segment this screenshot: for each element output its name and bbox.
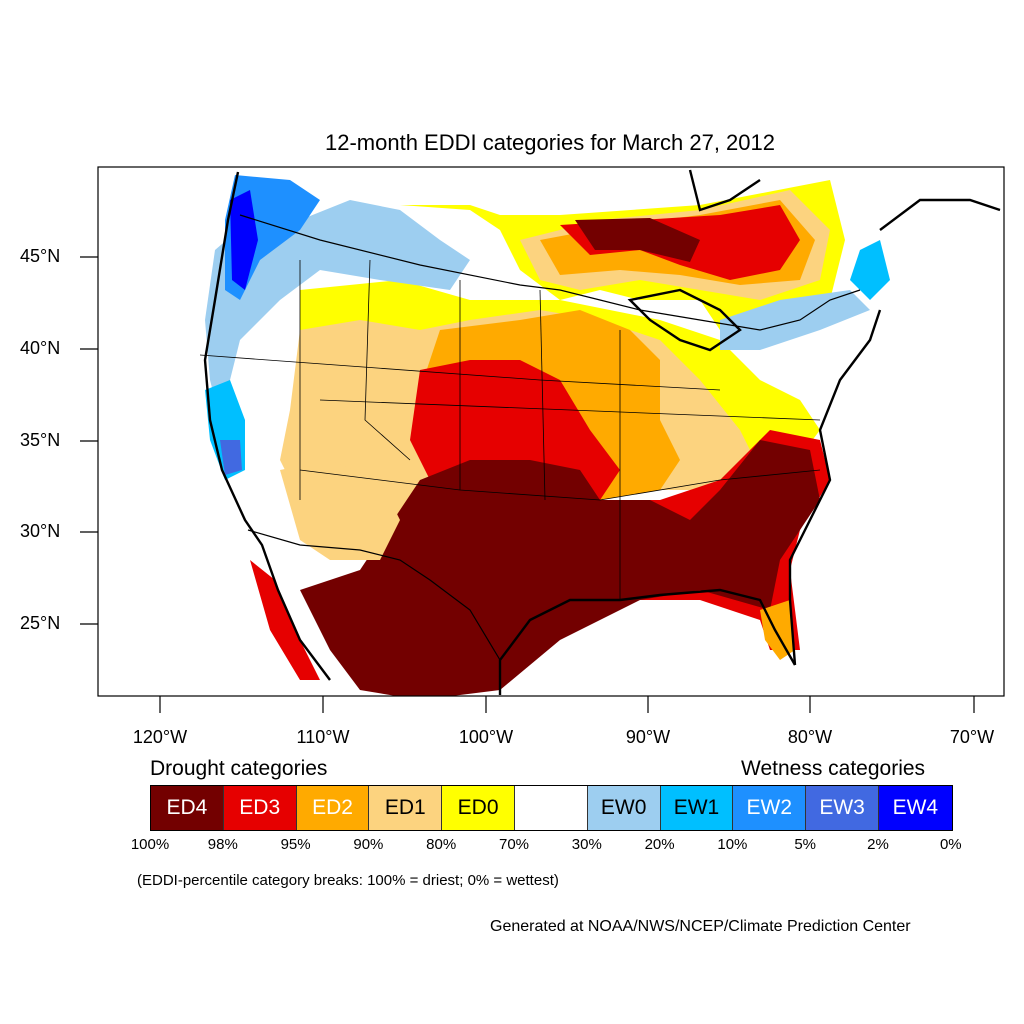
lat-label-30: 30°N xyxy=(20,521,61,541)
state-line-2 xyxy=(364,259,411,461)
percent-break-label: 98% xyxy=(207,836,238,853)
eddi-map xyxy=(80,166,1005,713)
legend-box-ed3: ED3 xyxy=(223,786,297,830)
legend-box-ed2: ED2 xyxy=(296,786,370,830)
legend-box-ed1: ED1 xyxy=(369,786,443,830)
legend-box-normal xyxy=(514,786,588,830)
region-ed1-southwest xyxy=(280,460,400,560)
mexico-border xyxy=(247,529,501,661)
percent-break-label: 80% xyxy=(426,836,457,853)
lon-label-120: 120°W xyxy=(132,727,188,747)
percent-break-label: 100% xyxy=(130,836,170,853)
legend-box-ew3: EW3 xyxy=(806,786,879,830)
region-ew4-coast xyxy=(230,190,258,290)
lat-label-25: 25°N xyxy=(20,613,61,633)
lon-label-110: 110°W xyxy=(296,727,350,747)
legend-box-ed4: ED4 xyxy=(151,786,224,830)
west-coast xyxy=(203,171,331,681)
credit-line: Generated at NOAA/NWS/NCEP/Climate Predi… xyxy=(490,918,911,935)
lat-label-35: 35°N xyxy=(20,430,61,450)
hudson-coast xyxy=(688,169,761,212)
great-lakes xyxy=(627,288,742,352)
region-ed4-south xyxy=(300,440,820,696)
category-legend: ED4 ED3 ED2 ED1 ED0 EW0 EW1 EW2 EW3 EW4 xyxy=(150,785,953,831)
legend-box-ew4: EW4 xyxy=(878,786,952,830)
region-ew0-northwest xyxy=(205,200,470,420)
state-line-4 xyxy=(539,289,546,501)
lon-label-70: 70°W xyxy=(949,727,995,747)
legend-box-ew2: EW2 xyxy=(733,786,807,830)
maritime-coast xyxy=(879,198,1001,231)
percent-break-label: 10% xyxy=(717,836,748,853)
region-ed3-baja xyxy=(250,560,320,680)
percent-break-label: 90% xyxy=(353,836,384,853)
map-frame xyxy=(97,166,1005,697)
legend-box-ew0: EW0 xyxy=(587,786,661,830)
region-ed4-north xyxy=(575,218,700,262)
wetness-heading: Wetness categories xyxy=(741,757,926,780)
state-line-8 xyxy=(319,399,821,421)
legend-box-ew1: EW1 xyxy=(660,786,734,830)
percent-break-label: 0% xyxy=(939,836,962,853)
map-title: 12-month EDDI categories for March 27, 2… xyxy=(324,130,775,155)
gulf-coast xyxy=(498,588,797,695)
lon-label-100: 100°W xyxy=(458,727,514,747)
lon-label-80: 80°W xyxy=(787,727,833,747)
drought-heading: Drought categories xyxy=(150,757,328,780)
lat-label-40: 40°N xyxy=(20,338,61,358)
boundary-lines xyxy=(199,214,861,661)
lat-ticks xyxy=(80,256,98,625)
percent-break-label: 20% xyxy=(644,836,675,853)
lat-label-45: 45°N xyxy=(20,246,61,266)
region-ew3-california xyxy=(220,440,242,475)
state-line-7 xyxy=(299,469,821,501)
percent-break-label: 95% xyxy=(280,836,311,853)
east-coast xyxy=(788,309,882,666)
state-line-6 xyxy=(199,354,721,391)
lon-ticks xyxy=(159,696,975,713)
category-fill-layer xyxy=(200,170,890,696)
percent-break-label: 2% xyxy=(867,836,889,853)
category-note: (EDDI-percentile category breaks: 100% =… xyxy=(137,872,559,889)
coastlines xyxy=(203,169,1001,695)
percent-break-label: 30% xyxy=(571,836,602,853)
region-ew1-northeast xyxy=(850,240,890,300)
percent-break-label: 70% xyxy=(498,836,530,853)
lon-label-90: 90°W xyxy=(625,727,671,747)
region-ew0-northeast xyxy=(720,290,870,350)
percent-break-label: 5% xyxy=(794,836,817,853)
canada-border xyxy=(239,214,861,331)
legend-box-ed0: ED0 xyxy=(442,786,515,830)
